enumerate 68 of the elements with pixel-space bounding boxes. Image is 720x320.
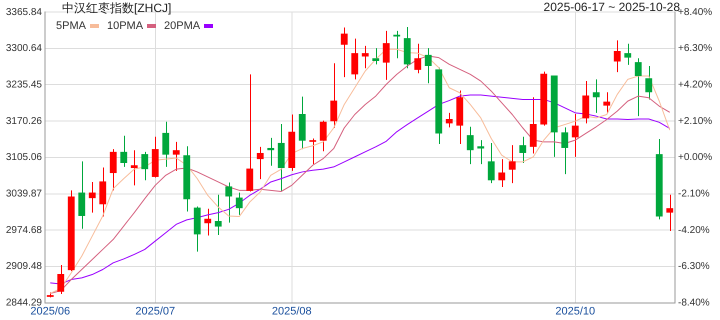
candlestick [110, 148, 117, 191]
x-tick-label: 2025/06 [30, 305, 70, 318]
candlestick [382, 30, 390, 80]
candlestick [414, 43, 422, 74]
candlestick [172, 141, 180, 172]
y-tick-label: 2909.48 [6, 261, 42, 272]
candlestick [424, 48, 432, 84]
y-tick-label: 3170.26 [6, 116, 42, 127]
candlestick [592, 78, 600, 114]
candlestick [582, 80, 590, 124]
y-tick-label: 2974.68 [6, 224, 42, 236]
y2-tick-label: -2.10% [678, 188, 710, 200]
candlestick [88, 181, 96, 214]
y2-tick-label: +6.30% [678, 43, 712, 54]
y2-tick-label: +4.20% [678, 79, 712, 90]
candlestick [236, 192, 243, 216]
candlestick [498, 158, 506, 188]
candlestick [57, 264, 64, 295]
candlestick [162, 121, 170, 168]
legend-label: 20PMA [164, 20, 200, 32]
candlestick [78, 160, 86, 230]
candlestick [372, 48, 380, 65]
candlestick [561, 126, 568, 175]
y-tick-label: 3365.84 [6, 6, 42, 18]
candlestick [614, 40, 621, 73]
y2-tick-label: +2.10% [678, 116, 712, 127]
candlestick [508, 144, 516, 184]
candlestick [99, 166, 106, 218]
x-tick-label: 2025/10 [555, 305, 596, 318]
candlestick [488, 142, 495, 184]
y-tick-label: 3235.45 [6, 79, 42, 90]
candlestick [634, 58, 642, 117]
candlestick [256, 146, 264, 180]
candlestick [120, 135, 128, 168]
candlestick [340, 27, 348, 78]
y2-tick-label: -4.20% [678, 224, 710, 236]
candlestick [225, 182, 232, 224]
candlestick [645, 65, 652, 100]
candlestick [246, 74, 254, 192]
candlestick [214, 194, 222, 236]
y2-tick-label: +8.40% [678, 6, 712, 18]
candlestick [572, 113, 579, 158]
candlestick [519, 136, 526, 164]
y-tick-label: 3039.87 [6, 188, 42, 200]
candlestick [466, 126, 474, 165]
candlestick [603, 92, 610, 114]
candlestick [362, 45, 369, 69]
candlestick [446, 112, 453, 128]
legend-label: 5PMA [56, 20, 86, 32]
candlestick [130, 150, 138, 186]
y2-tick-label: -8.40% [678, 298, 710, 309]
y-tick-label: 3300.64 [6, 43, 42, 54]
y-tick-label: 3105.06 [6, 152, 42, 164]
candlestick [141, 151, 148, 181]
y2-tick-label: -6.30% [678, 261, 710, 272]
candlestick [530, 96, 537, 154]
legend-label: 10PMA [106, 20, 144, 32]
candlestick [330, 62, 338, 128]
y2-tick-label: +0.00% [678, 152, 712, 164]
candlestick [624, 43, 632, 66]
candlestick [320, 120, 327, 152]
candlestick [666, 194, 674, 232]
candlestick [351, 38, 358, 80]
candlestick [309, 138, 316, 165]
x-tick-label: 2025/07 [135, 305, 176, 318]
x-tick-label: 2025/08 [272, 305, 312, 318]
chart-title: 中汉红枣指数[ZHCJ] [62, 0, 172, 17]
chart-subtitle: 2025-06-17 ~ 2025-10-28 [544, 0, 680, 14]
